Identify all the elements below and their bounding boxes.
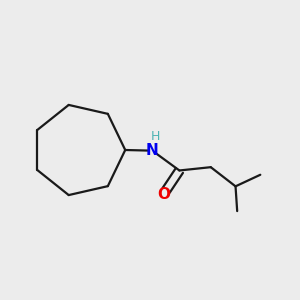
Text: N: N [146, 143, 159, 158]
Text: H: H [151, 130, 160, 143]
Text: O: O [157, 187, 170, 202]
